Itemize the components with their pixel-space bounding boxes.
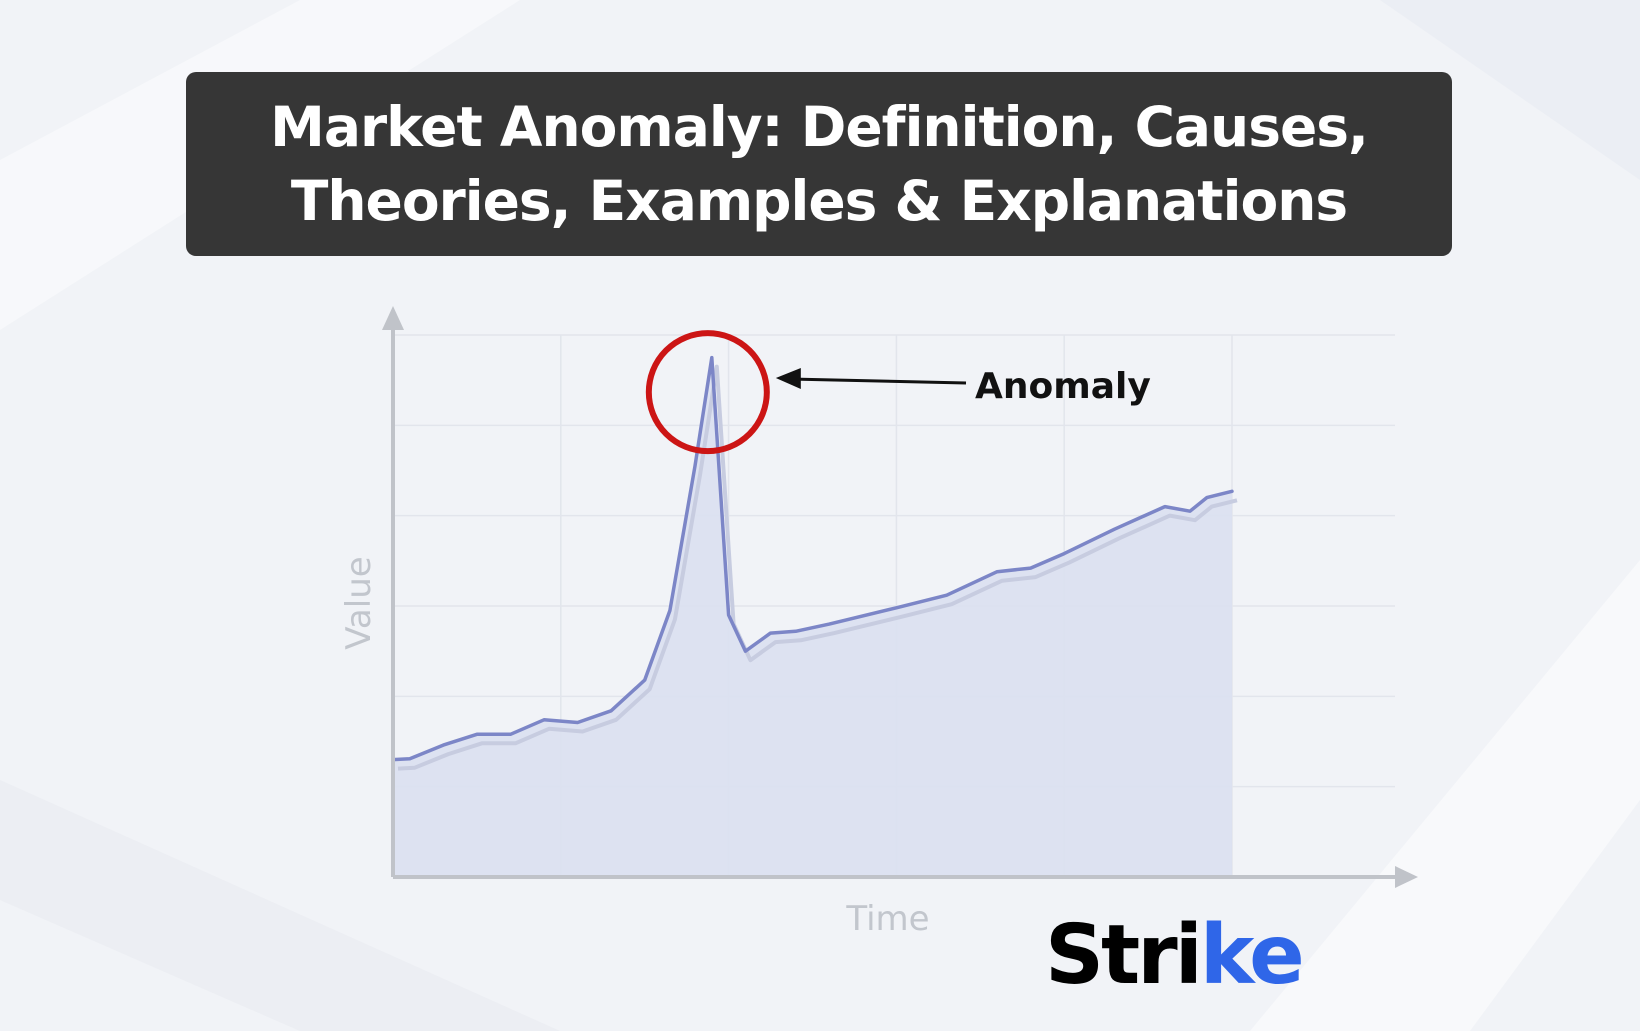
title-line-2: Theories, Examples & Explanations: [290, 169, 1348, 233]
anomaly-label: Anomaly: [975, 366, 1151, 407]
anomaly-arrow-head: [775, 368, 801, 389]
y-axis-title: Value: [339, 556, 379, 649]
y-axis-arrow: [382, 306, 404, 330]
series-line: [391, 355, 1234, 762]
logo-text-main: Stri: [1045, 907, 1203, 1003]
x-axis-title: Time: [845, 899, 929, 939]
anomaly-arrow-line: [789, 377, 967, 385]
chart-axes: [382, 306, 1418, 888]
title-banner: Market Anomaly: Definition, Causes, Theo…: [186, 72, 1452, 256]
x-axis-arrow: [1395, 866, 1418, 888]
anomaly-circle-marker: [645, 330, 770, 455]
strike-logo: Stri ke: [1045, 905, 1305, 1005]
logo-text-accent: ke: [1199, 907, 1305, 1003]
series-line-shadow: [397, 364, 1238, 771]
title-line-1: Market Anomaly: Definition, Causes,: [270, 95, 1369, 159]
series-area-fill: [393, 357, 1232, 878]
